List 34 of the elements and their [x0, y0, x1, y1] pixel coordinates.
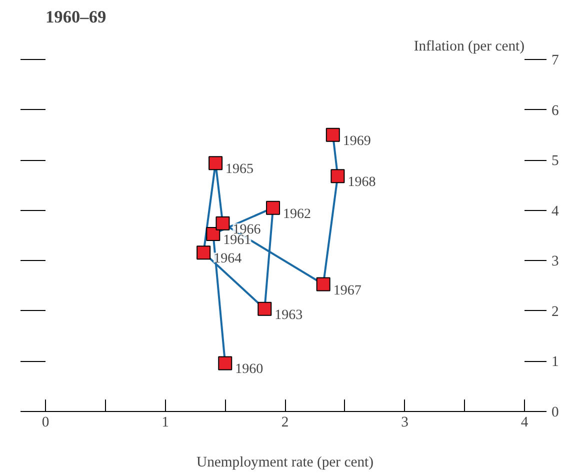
annotation: 1963	[274, 308, 303, 323]
x-tick-label: 4	[520, 414, 529, 430]
y-tick-label: 4	[552, 203, 560, 220]
y-tick-label: 6	[552, 102, 559, 119]
point	[196, 246, 211, 260]
x-tick-label: 2	[281, 414, 289, 430]
annotation: 1960	[235, 362, 264, 378]
annotation: 1967	[333, 283, 362, 298]
y-tick-label: 1	[552, 354, 559, 370]
annotation: 1962	[283, 206, 312, 222]
x-axis-title: Unemployment rate (per cent)	[196, 454, 374, 470]
y-tick-label: 3	[552, 254, 559, 270]
annotation: 1964	[214, 252, 242, 267]
point	[326, 128, 340, 142]
annotation: 1965	[226, 162, 254, 178]
point	[330, 169, 345, 184]
x-tick-label: 1	[162, 414, 169, 430]
point	[208, 156, 223, 170]
annotation: 1969	[342, 134, 371, 149]
chart-title: 1960–69	[46, 8, 106, 26]
y-tick-label: 5	[552, 153, 559, 170]
point	[316, 277, 330, 292]
y-tick-label: 0	[552, 404, 559, 420]
annotation: 1968	[348, 175, 376, 190]
point	[206, 226, 220, 241]
y-tick-label: 2	[552, 304, 559, 320]
y-tick-label: 7	[552, 52, 559, 68]
y-axis-title: Inflation (per cent)	[414, 38, 525, 54]
point	[218, 356, 232, 370]
x-tick-label: 3	[401, 414, 408, 430]
point	[266, 200, 280, 215]
point	[216, 216, 230, 230]
point	[258, 302, 272, 316]
x-tick-label: 0	[42, 414, 50, 430]
